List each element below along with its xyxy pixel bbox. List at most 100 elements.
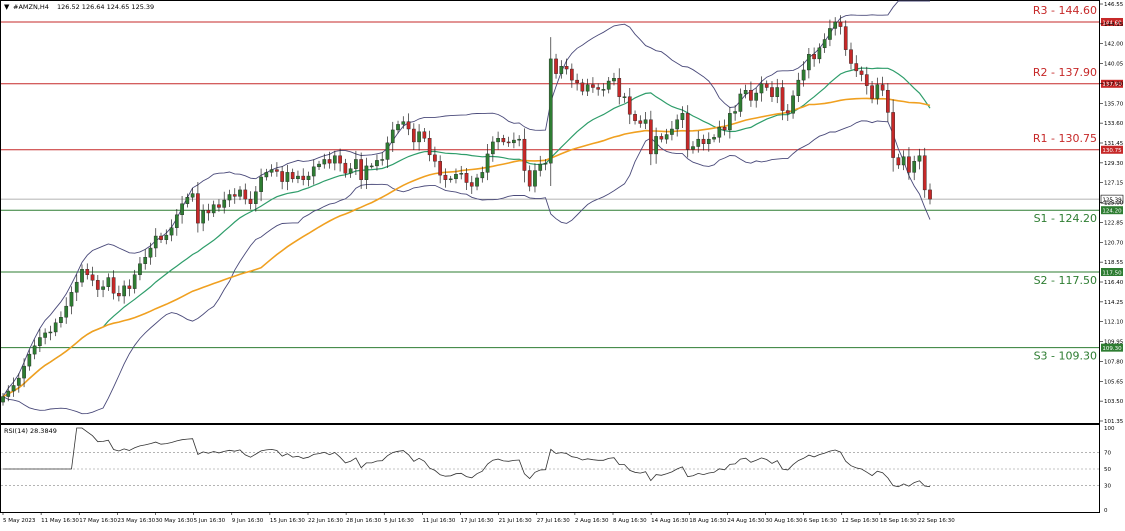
candle-body bbox=[664, 134, 669, 140]
candle-body bbox=[396, 124, 400, 131]
candle-body bbox=[222, 199, 227, 208]
candle-body bbox=[296, 175, 300, 180]
candle-body bbox=[69, 292, 74, 307]
rsi-label: RSI(14) 28.3849 bbox=[4, 427, 57, 435]
time-tick-label: 11 Jul 16:30 bbox=[422, 518, 455, 524]
candle-body bbox=[464, 173, 469, 183]
candle-body bbox=[238, 189, 242, 197]
rsi-panel[interactable] bbox=[0, 424, 1100, 513]
rsi-tick-label: 70 bbox=[1104, 451, 1111, 457]
level-label: R1 - 130.75 bbox=[1033, 132, 1097, 145]
candle-body bbox=[801, 69, 806, 81]
time-tick-label: 27 Jul 16:30 bbox=[537, 518, 570, 524]
candle-body bbox=[32, 345, 37, 355]
candle-body bbox=[501, 138, 506, 143]
candle-body bbox=[138, 263, 142, 275]
candle-body bbox=[290, 172, 295, 180]
candle-body bbox=[838, 21, 843, 27]
current-price-tag-text: 125.39 bbox=[1102, 197, 1122, 203]
time-tick-label: 17 May 16:30 bbox=[79, 518, 117, 524]
candle-body bbox=[722, 126, 727, 131]
candle-body bbox=[791, 95, 795, 114]
candle-body bbox=[322, 159, 327, 165]
candle-body bbox=[886, 90, 890, 113]
candle-body bbox=[111, 277, 116, 294]
candle-body bbox=[275, 169, 279, 172]
candle-body bbox=[90, 274, 95, 281]
candle-body bbox=[485, 153, 490, 173]
candle-body bbox=[922, 155, 927, 191]
candle-body bbox=[406, 121, 411, 130]
candle-body bbox=[633, 114, 637, 121]
candle-body bbox=[390, 129, 395, 144]
price-tick-label: 120.70 bbox=[1104, 240, 1124, 246]
price-tick-label: 144.15 bbox=[1104, 22, 1124, 28]
price-tick-label: 109.95 bbox=[1104, 340, 1124, 346]
price-tick-label: 105.65 bbox=[1104, 379, 1124, 385]
current-price-tag bbox=[1100, 194, 1124, 204]
candle-body bbox=[817, 47, 822, 60]
time-tick-label: 11 May 16:30 bbox=[41, 518, 79, 524]
candle-body bbox=[496, 138, 500, 143]
rsi-layer bbox=[1, 427, 1099, 488]
time-tick-label: 5 Jul 16:30 bbox=[384, 518, 414, 524]
level-price-tag-text: 117.50 bbox=[1102, 270, 1122, 276]
candle-body bbox=[685, 113, 690, 150]
time-tick-label: 22 Sep 16:30 bbox=[918, 518, 955, 524]
price-tick-label: 146.55 bbox=[1104, 2, 1124, 8]
candle-body bbox=[448, 178, 453, 181]
candle-body bbox=[638, 120, 643, 124]
candle-body bbox=[564, 66, 569, 70]
level-price-tag bbox=[1101, 343, 1123, 352]
candle-body bbox=[122, 285, 126, 297]
candle-body bbox=[770, 87, 774, 97]
candle-body bbox=[654, 136, 658, 155]
candle-body bbox=[401, 121, 406, 125]
candle-body bbox=[253, 191, 258, 204]
candle-body bbox=[132, 274, 137, 289]
time-tick-label: 18 Sep 16:30 bbox=[880, 518, 917, 524]
price-tick-label: 129.30 bbox=[1104, 161, 1124, 167]
rsi-tick-label: 50 bbox=[1104, 467, 1111, 473]
price-panel[interactable] bbox=[0, 0, 1100, 424]
candle-body bbox=[596, 87, 601, 90]
price-tick-label: 131.45 bbox=[1104, 141, 1124, 147]
candle-body bbox=[548, 58, 553, 164]
price-tick-label: 103.50 bbox=[1104, 399, 1124, 405]
time-tick-label: 28 Jun 16:30 bbox=[346, 518, 381, 524]
level-label: S3 - 109.30 bbox=[1034, 350, 1097, 363]
candle-body bbox=[522, 138, 527, 171]
candle-body bbox=[143, 257, 148, 264]
candle-body bbox=[338, 155, 342, 164]
price-tick-label: 137.90 bbox=[1104, 81, 1124, 87]
time-tick-label: 18 Aug 16:30 bbox=[689, 518, 727, 524]
candle-body bbox=[301, 175, 306, 180]
candle-body bbox=[217, 204, 221, 208]
price-tick-label: 135.70 bbox=[1104, 101, 1124, 107]
collapse-icon[interactable]: ▼ bbox=[4, 3, 10, 11]
time-tick-label: 2 Aug 16:30 bbox=[575, 518, 609, 524]
candle-body bbox=[612, 78, 616, 82]
candle-body bbox=[670, 128, 674, 135]
candle-body bbox=[159, 235, 163, 240]
candle-body bbox=[506, 141, 511, 144]
candle-body bbox=[743, 90, 748, 95]
time-tick-label: 5 Jun 16:30 bbox=[194, 518, 226, 524]
candle-body bbox=[880, 84, 885, 91]
candle-body bbox=[559, 66, 564, 74]
candle-body bbox=[95, 280, 100, 290]
candle-body bbox=[864, 74, 869, 86]
candle-body bbox=[606, 80, 611, 90]
candle-body bbox=[248, 198, 253, 204]
candle-body bbox=[775, 87, 780, 97]
candle-body bbox=[27, 353, 32, 367]
price-tick-label: 114.25 bbox=[1104, 300, 1124, 306]
ohlc-label: 126.52 126.64 124.65 125.39 bbox=[57, 3, 154, 11]
level-label: S2 - 117.50 bbox=[1034, 274, 1097, 287]
price-tick-label: 118.55 bbox=[1104, 260, 1124, 266]
rsi-tick-label: 30 bbox=[1104, 483, 1111, 489]
candle-body bbox=[469, 182, 474, 187]
candle-body bbox=[870, 85, 874, 99]
candle-body bbox=[717, 126, 722, 138]
